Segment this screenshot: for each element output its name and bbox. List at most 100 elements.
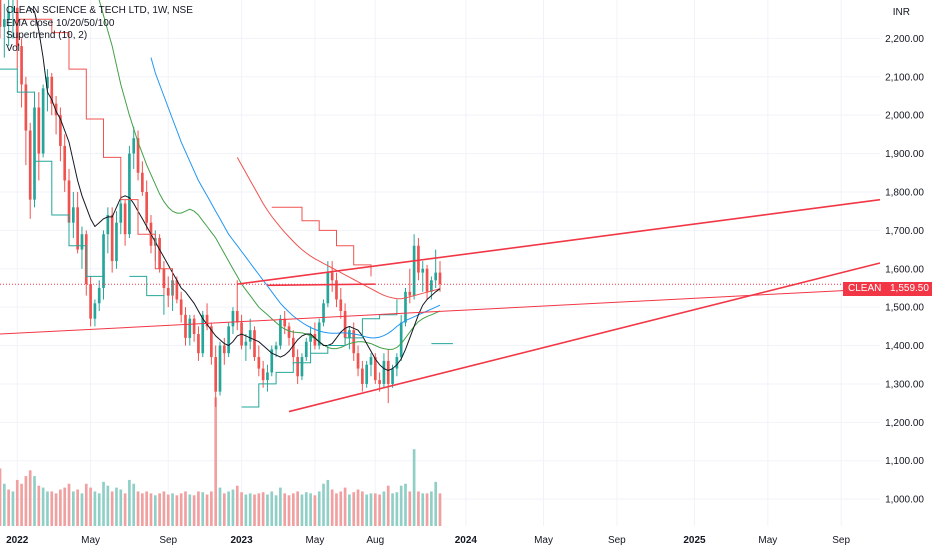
trendlines[interactable]	[0, 198, 881, 413]
supertrend-indicator-label[interactable]: Supertrend (10, 2)	[6, 30, 88, 41]
candle-body	[205, 314, 209, 327]
candle-body	[59, 115, 62, 146]
candle-body	[231, 310, 235, 327]
price-tag-value: 1,559.50	[887, 282, 932, 296]
volume-bar	[93, 491, 97, 526]
candle-body	[106, 215, 110, 235]
candle-body	[28, 130, 32, 200]
volume-bar	[434, 481, 438, 526]
volume-bar	[50, 491, 54, 526]
volume-bar	[71, 491, 75, 526]
candle-body	[158, 238, 161, 269]
volume-bar	[179, 493, 183, 526]
volume-bar	[171, 493, 174, 526]
y-tick-label: 1,800.00	[885, 187, 924, 198]
volume-bar	[76, 489, 79, 526]
candle-body	[309, 334, 312, 342]
currency-label[interactable]: INR	[892, 7, 910, 18]
volume-bar	[141, 493, 144, 526]
candle-body	[352, 330, 356, 354]
volume-indicator-label[interactable]: Vol	[6, 42, 20, 54]
candle-body	[404, 291, 407, 323]
volume-bar	[205, 494, 209, 526]
y-tick-label: 1,900.00	[885, 149, 924, 160]
y-tick-label: 2,000.00	[885, 111, 924, 122]
candle-body	[356, 353, 360, 369]
x-tick-label: 2022	[6, 535, 29, 546]
x-axis[interactable]: 2022 May Sep 2023 May Aug 2024 May Sep 2025 May Sep	[0, 526, 932, 550]
volume-bar	[253, 494, 256, 526]
volume-bar	[33, 476, 36, 526]
candle-body	[37, 107, 41, 154]
candle-body	[373, 357, 377, 381]
candle-body	[227, 326, 230, 354]
candle-body	[343, 310, 347, 338]
volume-bar	[80, 493, 84, 526]
candle-body	[20, 46, 23, 85]
volume-bar	[421, 493, 425, 526]
candle-body	[46, 76, 49, 89]
candle-body	[132, 138, 136, 154]
volume-bar	[106, 485, 110, 526]
candle-body	[7, 11, 10, 20]
volume-bar	[348, 494, 351, 526]
x-tick-label: May	[758, 535, 777, 546]
volume-bar	[438, 493, 442, 526]
candle-body	[0, 0, 2, 27]
candle-body	[123, 203, 127, 235]
candle-body	[270, 349, 274, 373]
volume-bar	[123, 493, 127, 526]
volume-bar	[274, 495, 278, 526]
candle-body	[300, 357, 304, 377]
trendline	[237, 198, 881, 285]
volume-bar	[382, 491, 386, 526]
candle-body	[11, 7, 15, 12]
volume-bar	[20, 483, 23, 526]
volume-bar	[54, 493, 58, 526]
x-tick-label: Aug	[366, 535, 384, 546]
candle-body	[304, 341, 308, 358]
volume-bar	[240, 492, 243, 526]
candle-body	[218, 345, 222, 392]
symbol-title[interactable]: CLEAN SCIENCE & TECH LTD, 1W, NSE	[6, 5, 193, 16]
candle-body	[54, 103, 58, 116]
price-tag-symbol: CLEAN	[848, 283, 882, 294]
volume-bar	[404, 483, 407, 526]
candle-body	[184, 314, 187, 338]
candle-body	[71, 207, 75, 223]
y-tick-label: 1,400.00	[885, 341, 924, 352]
volume-bar	[175, 495, 179, 526]
volume-bar	[373, 493, 377, 526]
volume-bar	[395, 492, 399, 526]
volume-bar	[24, 476, 28, 526]
candle-body	[382, 360, 386, 384]
volume-bar	[222, 493, 226, 526]
candle-body	[119, 203, 123, 223]
candle-body	[266, 372, 269, 381]
volume-bar	[313, 495, 317, 526]
candle-body	[244, 341, 248, 346]
candle-body	[15, 7, 19, 47]
candle-body	[80, 234, 84, 250]
trendline	[288, 262, 881, 413]
volume-bar	[214, 397, 218, 526]
volume-bar	[287, 495, 291, 526]
candle-body	[361, 368, 364, 384]
volume-bar	[365, 494, 369, 526]
x-tick-label: Sep	[159, 535, 177, 546]
volume-bar	[210, 491, 213, 526]
candle-body	[110, 215, 114, 262]
volume-bar	[7, 489, 10, 526]
y-axis[interactable]: 2,200.00 2,100.00 2,000.00 1,900.00 1,800.00…	[880, 0, 932, 550]
candle-body	[41, 88, 45, 154]
candle-body	[192, 318, 196, 335]
candle-body	[365, 364, 369, 384]
last-price-tag: CLEAN 1,559.50	[843, 282, 932, 296]
volume-bar	[266, 494, 269, 526]
volume-bar	[261, 492, 265, 526]
x-tick-label: 2024	[455, 535, 478, 546]
volume-bar	[192, 495, 196, 526]
ema-indicator-label[interactable]: EMA close 10/20/50/100	[6, 17, 115, 29]
